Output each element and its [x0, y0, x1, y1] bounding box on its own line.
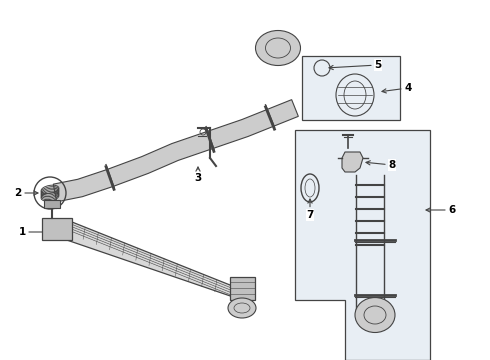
Ellipse shape — [255, 31, 300, 66]
Text: 7: 7 — [306, 199, 314, 220]
Text: 4: 4 — [382, 83, 412, 93]
Polygon shape — [42, 218, 72, 240]
Text: 5: 5 — [329, 60, 382, 70]
Text: 6: 6 — [426, 205, 456, 215]
Polygon shape — [295, 130, 430, 360]
Polygon shape — [53, 100, 298, 202]
Polygon shape — [342, 152, 363, 172]
Text: 1: 1 — [19, 227, 54, 237]
Ellipse shape — [355, 297, 395, 333]
Bar — [44, 200, 60, 208]
Ellipse shape — [228, 298, 256, 318]
Polygon shape — [58, 222, 242, 300]
Text: 3: 3 — [195, 167, 201, 183]
Text: 2: 2 — [14, 188, 38, 198]
Polygon shape — [230, 277, 255, 300]
Bar — [302, 56, 400, 120]
Text: 8: 8 — [366, 160, 395, 170]
